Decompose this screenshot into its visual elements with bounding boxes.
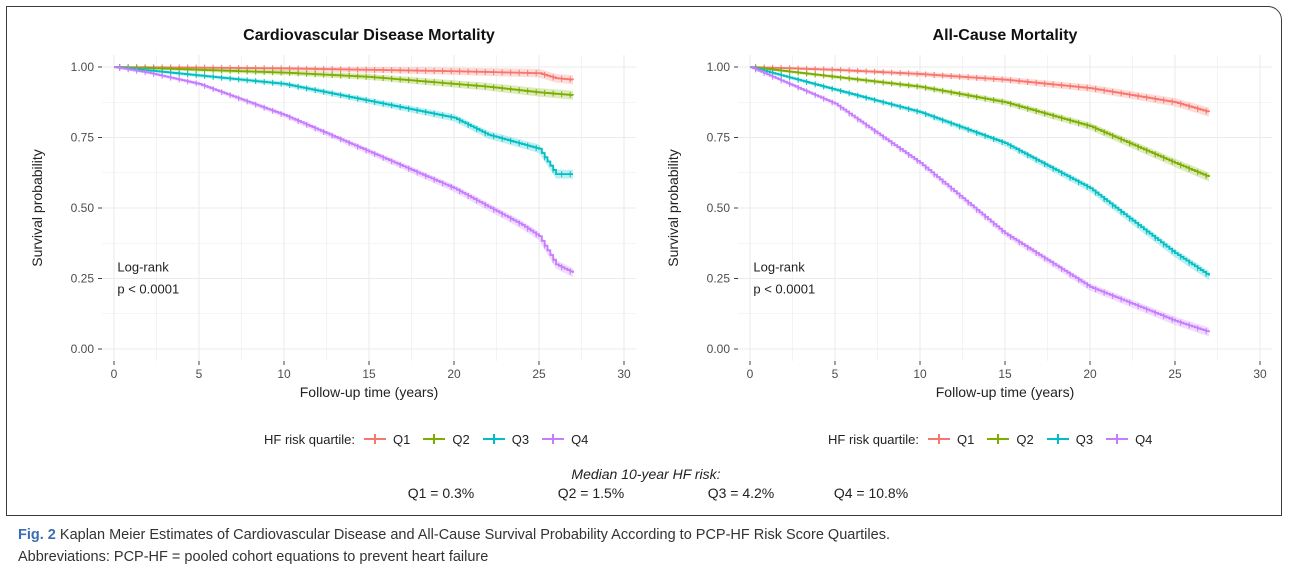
- legend-title: HF risk quartile:: [828, 431, 920, 447]
- y-axis-label: Survival probability: [29, 149, 45, 267]
- y-tick-label: 0.25: [707, 272, 731, 286]
- caption-line-2: Abbreviations: PCP-HF = pooled cohort eq…: [18, 549, 489, 565]
- y-tick-label: 0.00: [707, 342, 731, 356]
- legend-item-q1: Q1: [363, 432, 410, 447]
- legend-key-q2: [986, 432, 1010, 446]
- legend-key-q3: [482, 432, 506, 446]
- series-q2-ci-band: [114, 67, 573, 100]
- legend-key-q3: [1046, 432, 1070, 446]
- legend-item-q4: Q4: [1105, 432, 1152, 447]
- median-risk-title: Median 10-year HF risk:: [571, 466, 721, 482]
- median-q2: Q2 = 1.5%: [557, 485, 625, 501]
- median-q1: Q1 = 0.3%: [407, 485, 475, 501]
- y-tick-label: 0.75: [707, 131, 731, 145]
- median-risk-values: Q1 = 0.3% Q2 = 1.5% Q3 = 4.2% Q4 = 10.8%: [0, 485, 1292, 501]
- x-tick-label: 20: [447, 367, 461, 381]
- x-tick-label: 0: [111, 367, 118, 381]
- legend-key-q1: [927, 432, 951, 446]
- legend-item-q2: Q2: [986, 431, 1034, 447]
- legend-label-q3: Q3: [511, 431, 530, 447]
- y-tick-label: 0.25: [71, 272, 95, 286]
- y-tick-label: 0.50: [707, 201, 731, 215]
- logrank-annotation: p < 0.0001: [753, 281, 815, 296]
- legend-label-q1: Q1: [393, 431, 411, 447]
- legend-item-q1: Q1: [927, 432, 974, 447]
- series-q1-line: [750, 66, 1210, 113]
- legend-key-q4: [1105, 432, 1129, 446]
- legend-label-q1: Q1: [957, 431, 975, 447]
- x-tick-label: 5: [196, 367, 203, 381]
- legend-label-q2: Q2: [452, 431, 470, 447]
- x-tick-label: 25: [1168, 367, 1182, 381]
- all-cause-mortality-chart: All-Cause Mortality 0 5 10 15 20 25 30 0.00 0.25 0…: [665, 27, 1272, 400]
- legend-label-q2: Q2: [1016, 431, 1034, 447]
- legend-title: HF risk quartile:: [264, 431, 356, 447]
- chart-title: Cardiovascular Disease Mortality: [243, 27, 495, 44]
- legend-right: HF risk quartile: Q1 Q2 Q3 Q4: [828, 429, 1164, 449]
- x-axis-label: Follow-up time (years): [936, 384, 1074, 400]
- x-axis-label: Follow-up time (years): [300, 384, 438, 400]
- figure-caption: Fig. 2 Kaplan Meier Estimates of Cardiov…: [18, 524, 1278, 568]
- x-tick-label: 20: [1083, 367, 1097, 381]
- y-tick-label: 1.00: [707, 60, 731, 74]
- median-q4: Q4 = 10.8%: [833, 485, 909, 501]
- legend-label-q3: Q3: [1075, 431, 1094, 447]
- figure-frame: [6, 6, 1282, 516]
- caption-label: Fig. 2: [18, 527, 56, 543]
- logrank-annotation: p < 0.0001: [117, 281, 179, 296]
- y-tick-label: 1.00: [71, 60, 95, 74]
- legend-label-q4: Q4: [571, 431, 589, 447]
- series-q4-line: [750, 66, 1210, 333]
- legend-key-q1: [363, 432, 387, 446]
- caption-line-1: Fig. 2 Kaplan Meier Estimates of Cardiov…: [18, 524, 1278, 546]
- x-tick-label: 30: [617, 367, 631, 381]
- series-q2-line: [114, 66, 574, 96]
- legend-item-q2: Q2: [422, 431, 470, 447]
- legend-item-q3: Q3: [482, 432, 529, 447]
- series-q2-line: [750, 66, 1210, 177]
- x-tick-label: 25: [532, 367, 546, 381]
- series-q3-line: [750, 66, 1210, 276]
- x-tick-label: 15: [998, 367, 1012, 381]
- y-tick-label: 0.50: [71, 201, 95, 215]
- series-q1-line: [114, 66, 574, 81]
- logrank-annotation: Log-rank: [117, 259, 169, 274]
- x-tick-label: 30: [1253, 367, 1267, 381]
- y-tick-label: 0.00: [71, 342, 95, 356]
- legend-label-q4: Q4: [1135, 431, 1153, 447]
- y-axis-label: Survival probability: [665, 149, 681, 267]
- legend-item-q3: Q3: [1046, 432, 1093, 447]
- x-tick-label: 5: [832, 367, 839, 381]
- x-tick-label: 10: [913, 367, 927, 381]
- x-tick-label: 10: [277, 367, 291, 381]
- median-q3: Q3 = 4.2%: [707, 485, 775, 501]
- legend-left: HF risk quartile: Q1 Q2 Q3 Q4: [264, 429, 600, 449]
- cvd-mortality-chart: Cardiovascular Disease Mortality 0 5 10 15 20…: [29, 27, 636, 400]
- caption-text: Kaplan Meier Estimates of Cardiovascular…: [59, 527, 890, 543]
- x-tick-label: 0: [747, 367, 754, 381]
- series-q3-line: [114, 66, 573, 176]
- series-q3-ci-band: [114, 67, 573, 179]
- x-tick-label: 15: [362, 367, 376, 381]
- y-tick-label: 0.75: [71, 131, 95, 145]
- chart-title: All-Cause Mortality: [933, 27, 1078, 44]
- series-q4-ci-band: [750, 67, 1209, 337]
- legend-key-q2: [422, 432, 446, 446]
- legend-item-q4: Q4: [541, 432, 588, 447]
- series-q4-line: [114, 66, 574, 273]
- legend-key-q4: [541, 432, 565, 446]
- logrank-annotation: Log-rank: [753, 259, 805, 274]
